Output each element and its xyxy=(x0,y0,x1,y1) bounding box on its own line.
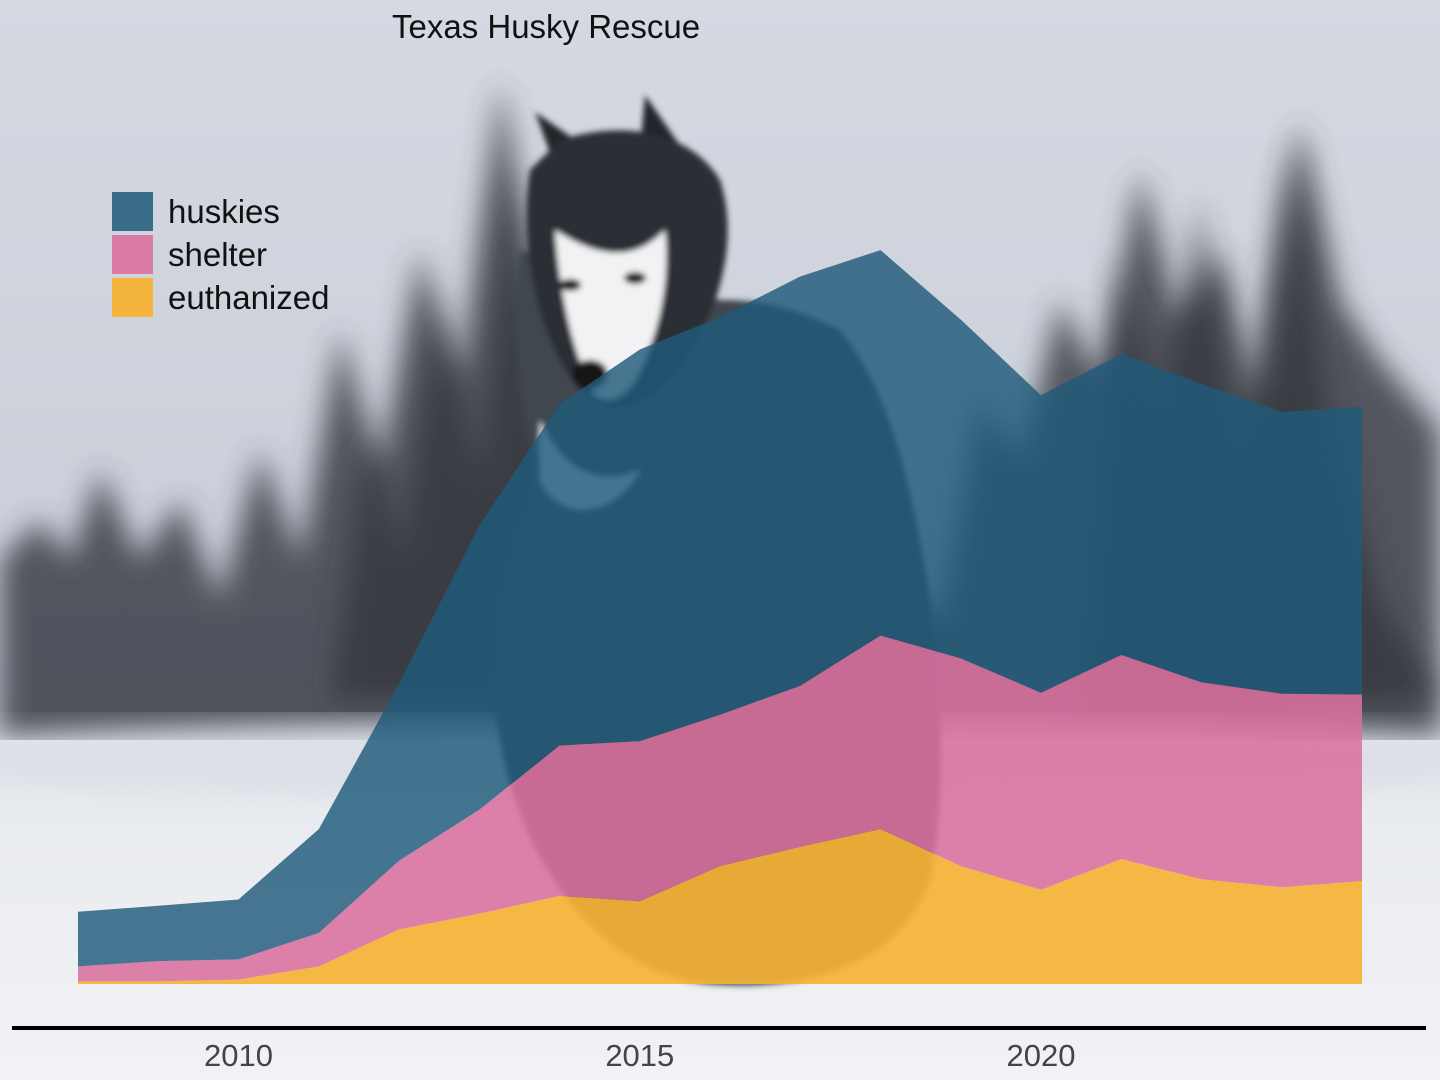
legend: huskies shelter euthanized xyxy=(112,190,329,319)
area-series-group xyxy=(78,250,1362,984)
area-euthanized xyxy=(78,829,1362,984)
x-tick-label-2020: 2020 xyxy=(1007,1038,1076,1073)
area-huskies xyxy=(78,250,1362,967)
legend-item-shelter: shelter xyxy=(112,233,329,276)
legend-label-shelter: shelter xyxy=(168,235,268,273)
legend-swatch-shelter xyxy=(112,235,153,274)
legend-item-euthanized: euthanized xyxy=(112,276,329,319)
legend-swatch-huskies xyxy=(112,192,153,231)
legend-label-euthanized: euthanized xyxy=(168,278,330,316)
x-tick-label-2015: 2015 xyxy=(605,1038,674,1073)
area-shelter xyxy=(78,635,1362,982)
x-tick-label-2010: 2010 xyxy=(204,1038,273,1073)
legend-item-huskies: huskies xyxy=(112,190,329,233)
chart-title: Texas Husky Rescue xyxy=(392,8,701,45)
legend-label-huskies: huskies xyxy=(168,192,280,230)
legend-swatch-euthanized xyxy=(112,278,153,317)
x-tick-labels: 2010 2015 2020 xyxy=(204,1038,1075,1073)
